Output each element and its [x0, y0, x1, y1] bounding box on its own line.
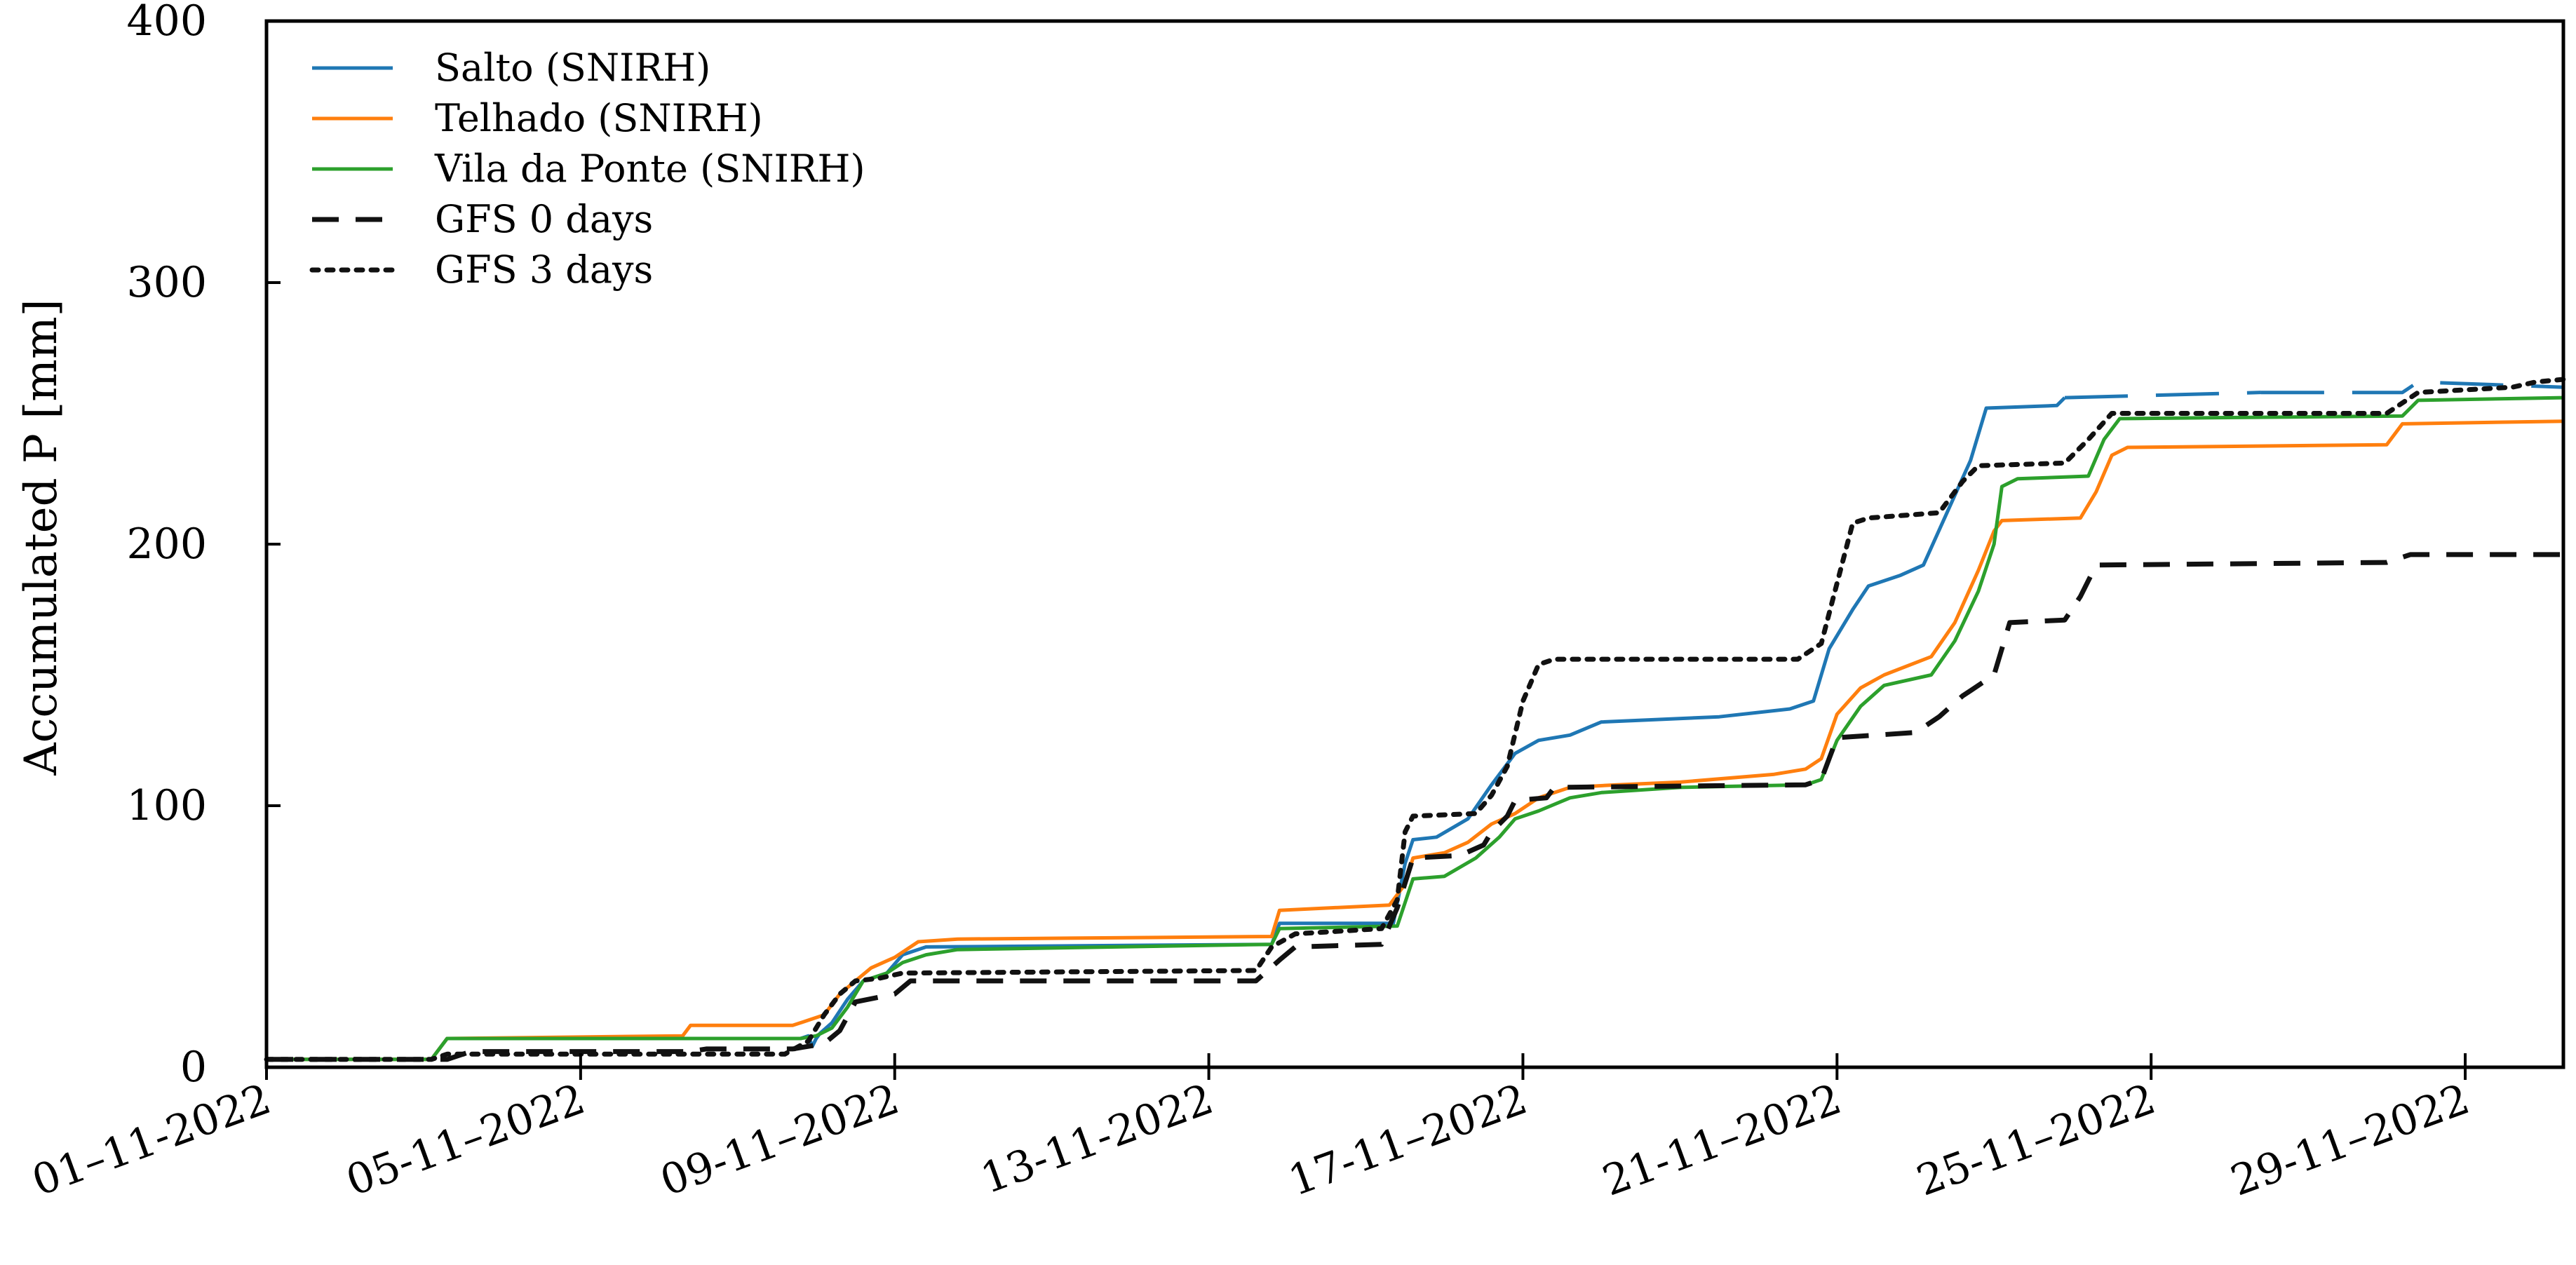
legend-label-5: GFS 3 days	[435, 248, 653, 292]
series-line-5	[264, 377, 2566, 1062]
series-line-4	[267, 552, 2563, 1062]
y-tick-label: 0	[180, 1043, 207, 1092]
y-tick-label: 400	[126, 0, 207, 46]
series-gap-connector	[2064, 391, 2261, 400]
series-layer	[264, 377, 2566, 1062]
legend-label-2: Telhado (SNIRH)	[435, 96, 763, 140]
series-line-3	[267, 395, 2564, 1062]
legend-label-3: Vila da Ponte (SNIRH)	[434, 147, 865, 191]
y-axis-label: Accumulated P [mm]	[15, 299, 67, 776]
series-line-2	[267, 419, 2564, 1062]
legend-label-1: Salto (SNIRH)	[435, 46, 710, 90]
legend-label-4: GFS 0 days	[435, 197, 653, 241]
y-tick-label: 200	[126, 520, 207, 569]
y-tick-label: 300	[126, 258, 207, 307]
y-tick-label: 100	[126, 781, 207, 830]
series-line-1-part-2	[2260, 380, 2564, 395]
legend: Salto (SNIRH) Telhado (SNIRH) Vila da Pont…	[309, 46, 865, 292]
